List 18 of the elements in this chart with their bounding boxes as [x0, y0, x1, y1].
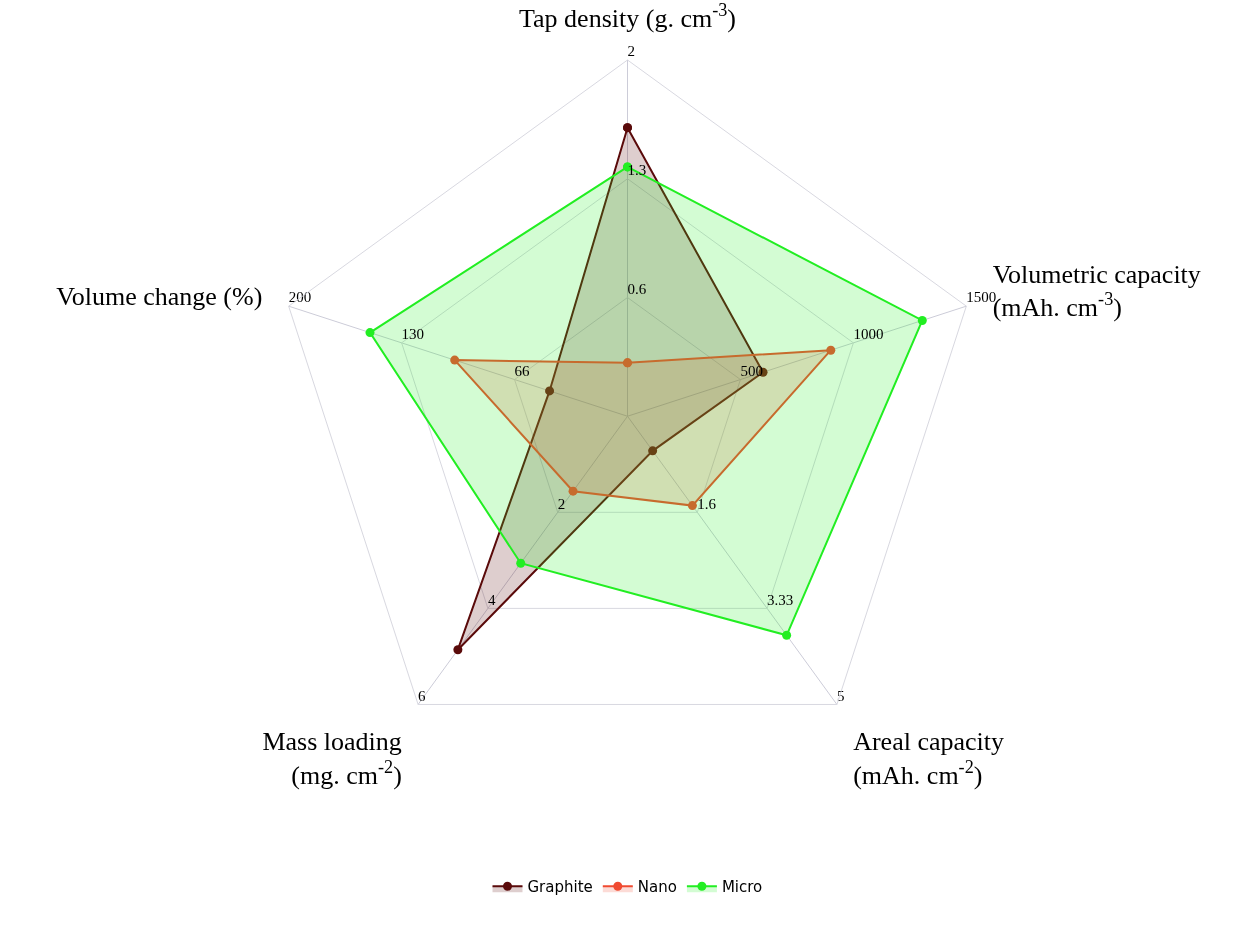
text: 3.33 — [767, 591, 794, 608]
legend-label: Graphite — [527, 878, 593, 897]
text: 0.6 — [627, 280, 647, 297]
text: 130 — [401, 326, 425, 343]
text: 4 — [487, 591, 496, 608]
text: 1.6 — [697, 495, 717, 512]
legend-label: Micro — [721, 878, 763, 897]
text: 2 — [557, 495, 566, 512]
spoke-label: Tap density (g. cm$^{-3}$) — [519, 0, 736, 34]
text: 2 — [627, 43, 635, 60]
spoke-label: Mass loading (mg. cm$^{-2}$) — [262, 727, 402, 790]
text: 6 — [418, 687, 427, 704]
spoke-label: Volume change (%) — [56, 281, 263, 311]
spoke-label: Areal capacity (mAh. cm$^{-2}$) — [853, 727, 1005, 790]
text: 1000 — [853, 326, 884, 343]
legend-label: Nano — [637, 878, 677, 897]
text: 200 — [288, 289, 312, 306]
text: 66 — [514, 362, 531, 379]
